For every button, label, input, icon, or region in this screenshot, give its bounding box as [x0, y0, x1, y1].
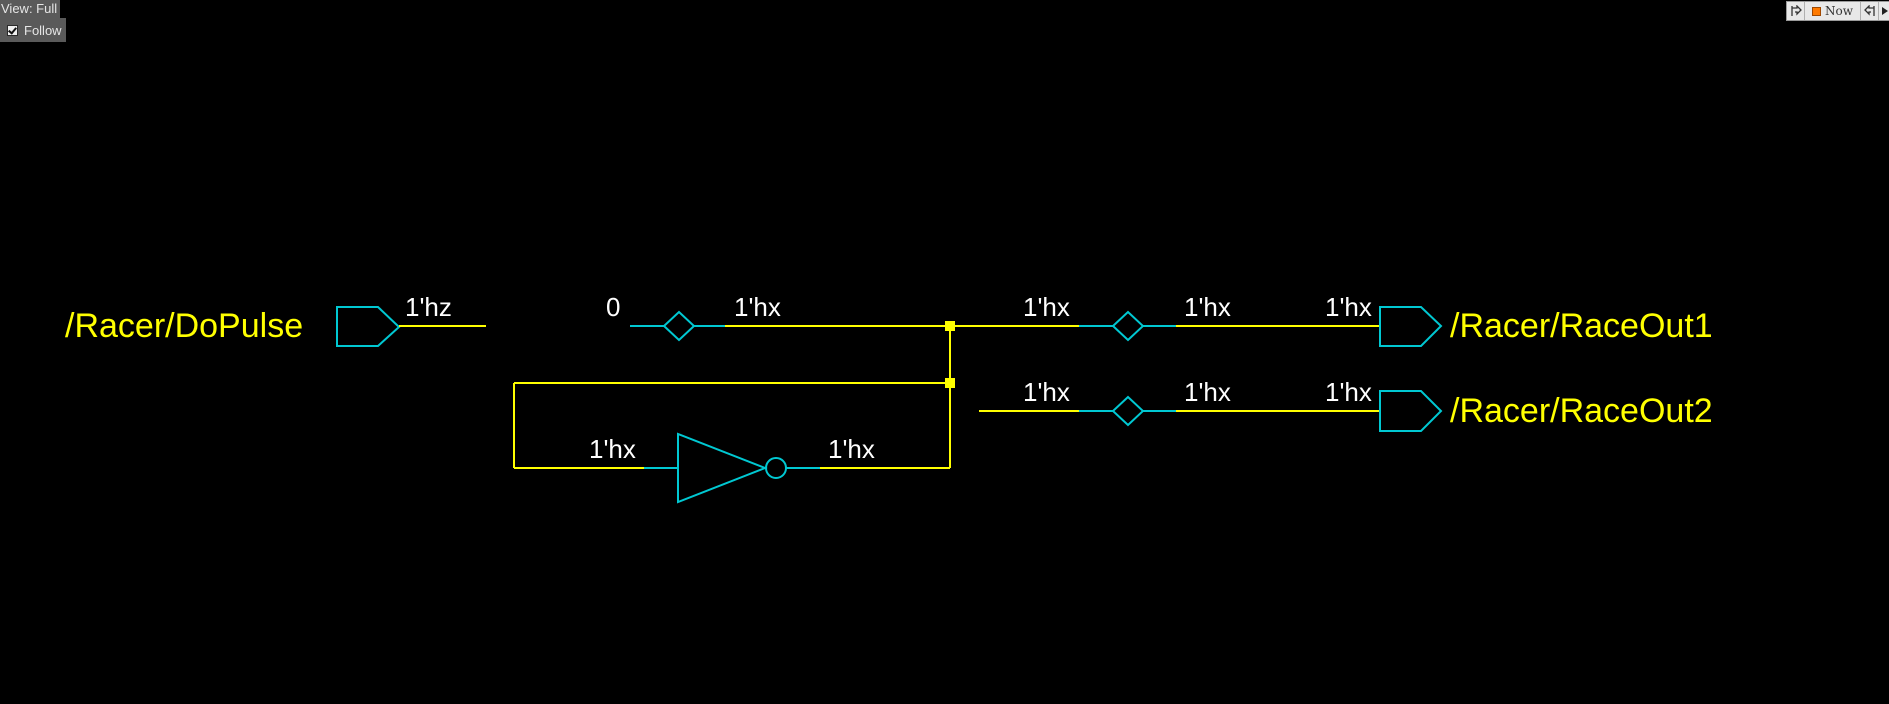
output-port-race-out2[interactable]	[1379, 390, 1443, 432]
value-bottom-net-mid: 1'hx	[1023, 377, 1070, 407]
now-button[interactable]: Now	[1805, 2, 1861, 20]
follow-label: Follow	[24, 22, 62, 38]
follow-toggle[interactable]: Follow	[0, 18, 66, 42]
value-top-net-port: 1'hx	[1325, 292, 1372, 322]
race-out1-label: /Racer/RaceOut1	[1450, 307, 1713, 345]
step-forward-icon	[1863, 5, 1875, 16]
value-top-net-mid: 1'hx	[1023, 292, 1070, 322]
race-out2-label: /Racer/RaceOut2	[1450, 392, 1713, 430]
buffer-diamond-top-right[interactable]	[1111, 310, 1145, 342]
now-label: Now	[1825, 4, 1853, 18]
now-marker-icon	[1812, 6, 1821, 16]
time-toolbar: Now	[1786, 1, 1889, 21]
step-back-icon	[1790, 5, 1802, 16]
arrow-right-icon	[1882, 7, 1888, 15]
inverter-gate[interactable]	[677, 432, 768, 504]
do-pulse-label: /Racer/DoPulse	[65, 307, 303, 345]
value-inverter-in: 1'hx	[589, 434, 636, 464]
output-port-race-out1[interactable]	[1379, 306, 1443, 347]
value-inverter-out: 1'hx	[828, 434, 875, 464]
value-top-net-left: 1'hx	[734, 292, 781, 322]
value-bottom-net-port: 1'hx	[1325, 377, 1372, 407]
value-do-pulse-net: 1'hz	[405, 292, 452, 322]
follow-checkbox[interactable]	[7, 24, 18, 36]
input-port-do-pulse[interactable]	[336, 306, 401, 347]
step-forward-button[interactable]	[1861, 2, 1879, 20]
inverter-bubble	[765, 457, 787, 479]
buffer-diamond-bottom[interactable]	[1111, 395, 1145, 427]
value-bottom-net-right: 1'hx	[1184, 377, 1231, 407]
toolbar-more-button[interactable]	[1879, 2, 1889, 20]
buffer-diamond-top-left[interactable]	[662, 310, 696, 342]
value-top-net-right: 1'hx	[1184, 292, 1231, 322]
value-const-zero: 0	[606, 292, 620, 322]
view-mode-label: View: Full	[0, 0, 61, 18]
step-back-button[interactable]	[1787, 2, 1805, 20]
